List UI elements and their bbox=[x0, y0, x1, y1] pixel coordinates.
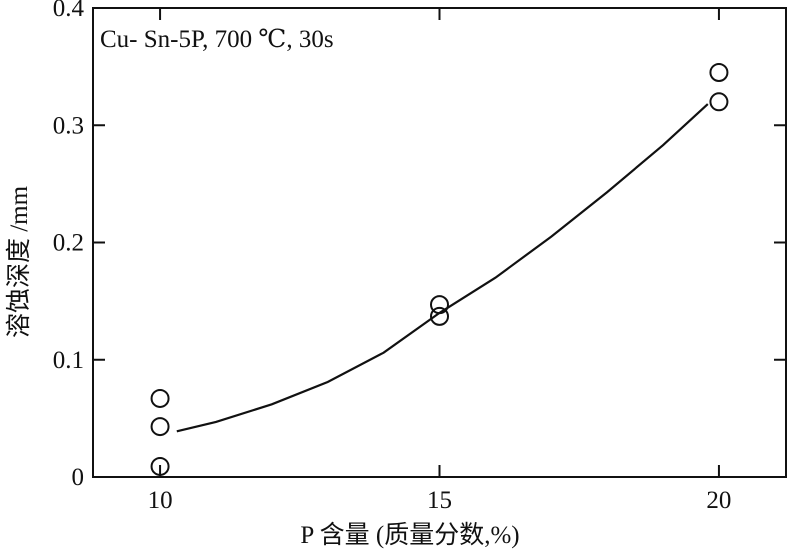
y-tick-label: 0.3 bbox=[53, 112, 84, 139]
x-axis-title: P 含量 (质量分数,%) bbox=[300, 521, 519, 549]
y-tick-label: 0.2 bbox=[53, 230, 84, 257]
data-point bbox=[430, 306, 449, 326]
data-point bbox=[150, 388, 170, 408]
x-tick-label: 20 bbox=[706, 487, 731, 514]
fit-curve-group bbox=[176, 103, 709, 433]
data-point bbox=[150, 417, 170, 437]
data-point bbox=[430, 295, 449, 315]
y-axis-title: 溶蚀深度 /mm bbox=[5, 185, 33, 338]
data-point bbox=[709, 62, 729, 82]
data-point bbox=[150, 456, 170, 476]
plot-frame bbox=[92, 7, 787, 478]
y-tick-label: 0.1 bbox=[53, 347, 84, 374]
data-point bbox=[709, 92, 729, 112]
y-tick-label: 0.4 bbox=[53, 0, 85, 22]
fit-curve bbox=[176, 103, 709, 433]
chart-annotation: Cu- Sn-5P, 700 ℃, 30s bbox=[100, 26, 334, 53]
x-tick-label: 15 bbox=[427, 487, 452, 514]
data-points bbox=[150, 62, 729, 476]
ticks: 10 15 20 0 0.1 0.2 0.3 0.4 bbox=[53, 0, 786, 514]
y-tick-label: 0 bbox=[72, 464, 85, 491]
x-tick-label: 10 bbox=[148, 487, 173, 514]
